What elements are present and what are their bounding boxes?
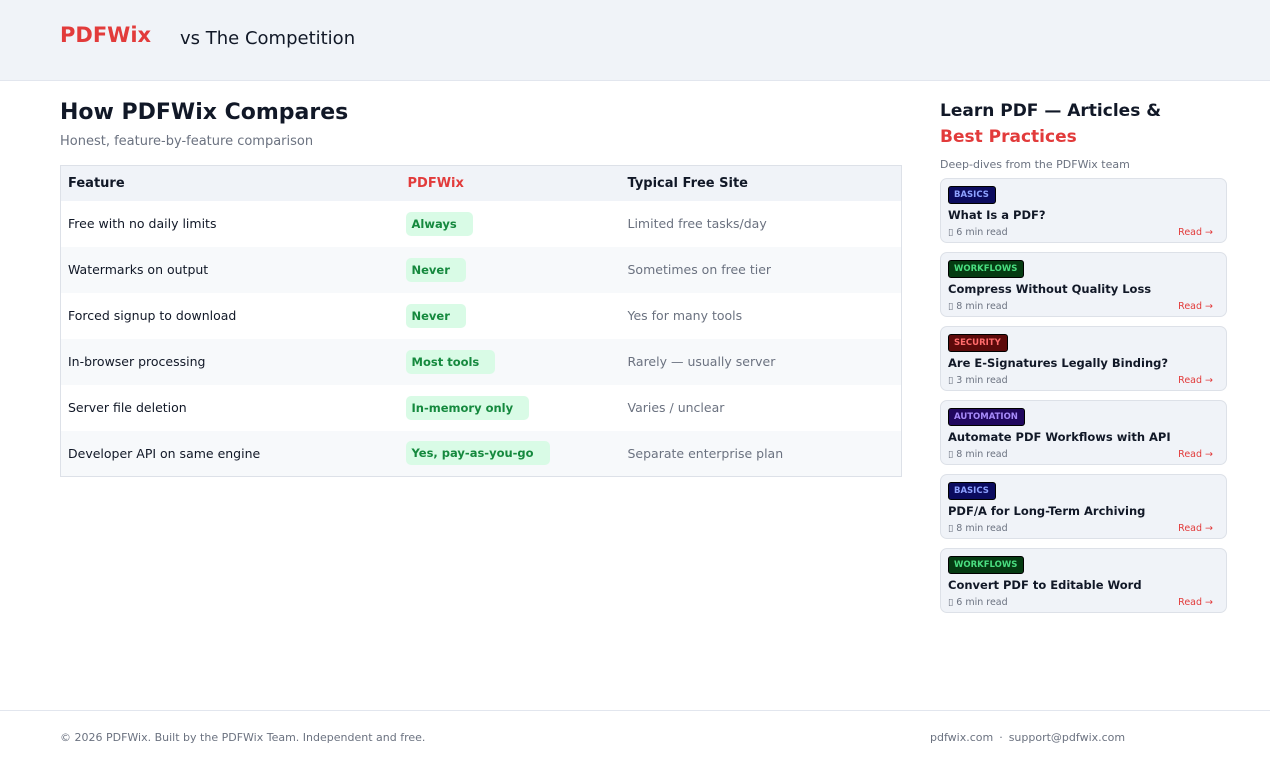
pdfwix-value-badge: In-memory only (405, 395, 530, 420)
clock-icon: ▯ (948, 375, 954, 386)
article-read-time: ▯ 3 min read (948, 375, 1008, 386)
article-read-time: ▯ 8 min read (948, 449, 1008, 460)
pdfwix-cell: Always (401, 201, 621, 247)
typical-site-cell: Varies / unclear (627, 400, 725, 415)
logo-link[interactable]: PDFWix (60, 23, 152, 47)
table-row: Server file deletion In-memory only Varies… (61, 385, 902, 431)
feature-cell: Developer API on same engine (60, 430, 401, 477)
read-time-text: 8 min read (956, 301, 1008, 312)
column-header-pdfwix: PDFWix (400, 165, 621, 201)
article-category-tag: WORKFLOWS (948, 260, 1025, 278)
article-title[interactable]: What Is a PDF? (948, 208, 1046, 222)
article-category-tag: AUTOMATION (948, 408, 1025, 426)
article-card[interactable]: SECURITY Are E-Signatures Legally Binding… (940, 326, 1227, 391)
column-header-feature: Feature (60, 165, 401, 201)
pdfwix-cell: Most tools (400, 338, 621, 385)
article-card[interactable]: WORKFLOWS Compress Without Quality Loss ▯ … (940, 252, 1227, 317)
feature-cell: Server file deletion (68, 400, 187, 415)
article-title[interactable]: Compress Without Quality Loss (948, 282, 1152, 296)
sidebar-subtitle: Deep-dives from the PDFWix team (940, 158, 1130, 171)
typical-site-cell: Yes for many tools (627, 308, 743, 323)
header-subtitle: vs The Competition (180, 28, 356, 49)
site-footer: © 2026 PDFWix. Built by the PDFWix Team.… (0, 710, 1270, 760)
sidebar-title: Learn PDF — Articles & Best Practices (940, 98, 1227, 150)
footer-links: pdfwix.com · support@pdfwix.com (930, 731, 1125, 744)
clock-icon: ▯ (948, 597, 954, 608)
article-read-time: ▯ 8 min read (948, 523, 1008, 534)
pdfwix-cell: Yes, pay-as-you-go (400, 430, 621, 477)
support-email-link[interactable]: support@pdfwix.com (1008, 731, 1126, 744)
typical-site-cell: Sometimes on free tier (620, 246, 902, 293)
read-time-text: 3 min read (956, 375, 1008, 386)
read-time-text: 8 min read (956, 449, 1008, 460)
sidebar-title-main: Learn PDF — Articles & (940, 101, 1162, 121)
article-card[interactable]: AUTOMATION Automate PDF Workflows with AP… (940, 400, 1227, 465)
pdfwix-value-badge: Yes, pay-as-you-go (405, 441, 550, 466)
footer-separator: · (999, 731, 1003, 744)
copyright-text: © 2026 PDFWix. Built by the PDFWix Team.… (60, 731, 426, 744)
article-category-tag: BASICS (948, 186, 996, 204)
clock-icon: ▯ (948, 301, 954, 312)
article-card[interactable]: WORKFLOWS Convert PDF to Editable Word ▯ 6… (940, 548, 1227, 613)
read-time-text: 8 min read (956, 523, 1008, 534)
pdfwix-cell: Never (400, 246, 621, 293)
read-article-link[interactable]: Read → (1178, 301, 1213, 312)
clock-icon: ▯ (948, 449, 954, 460)
article-card[interactable]: BASICS What Is a PDF? ▯ 6 min read Read → (940, 178, 1227, 243)
read-time-text: 6 min read (956, 227, 1008, 238)
read-time-text: 6 min read (956, 597, 1008, 608)
pdfwix-value-badge: Never (405, 303, 466, 328)
table-body: Free with no daily limits Always Limited f… (60, 201, 902, 477)
feature-cell: Watermarks on output (60, 246, 401, 293)
pdfwix-value-badge: Most tools (405, 349, 496, 374)
article-category-tag: BASICS (948, 482, 996, 500)
read-article-link[interactable]: Read → (1178, 597, 1213, 608)
table-row: Forced signup to download Never Yes for ma… (61, 293, 902, 339)
website-link[interactable]: pdfwix.com (930, 731, 994, 744)
clock-icon: ▯ (948, 227, 954, 238)
comparison-table: Feature PDFWix Typical Free Site Free wi… (60, 165, 902, 477)
article-category-tag: WORKFLOWS (948, 556, 1025, 574)
article-read-time: ▯ 6 min read (948, 597, 1008, 608)
pdfwix-value-badge: Always (405, 211, 473, 236)
table-row: In-browser processing Most tools Rarely — … (60, 338, 902, 385)
article-title[interactable]: PDF/A for Long-Term Archiving (948, 504, 1146, 518)
article-read-time: ▯ 6 min read (948, 227, 1008, 238)
pdfwix-cell: In-memory only (401, 385, 621, 431)
site-header: PDFWix vs The Competition (0, 0, 1270, 81)
feature-cell: Forced signup to download (68, 308, 237, 323)
typical-site-cell: Limited free tasks/day (627, 216, 767, 231)
typical-site-cell: Rarely — usually server (620, 338, 902, 385)
pdfwix-value-badge: Never (405, 257, 466, 282)
table-header-row: Feature PDFWix Typical Free Site (60, 165, 902, 201)
article-card[interactable]: BASICS PDF/A for Long-Term Archiving ▯ 8 m… (940, 474, 1227, 539)
article-title[interactable]: Are E-Signatures Legally Binding? (948, 356, 1169, 370)
feature-cell: In-browser processing (60, 338, 401, 385)
page-subtitle: Honest, feature-by-feature comparison (60, 134, 314, 149)
articles-sidebar: Learn PDF — Articles & Best Practices De… (940, 98, 1227, 613)
column-header-typical: Typical Free Site (620, 165, 902, 201)
read-article-link[interactable]: Read → (1178, 375, 1213, 386)
article-title[interactable]: Convert PDF to Editable Word (948, 578, 1142, 592)
clock-icon: ▯ (948, 523, 954, 534)
page-title: How PDFWix Compares (60, 100, 349, 125)
read-article-link[interactable]: Read → (1178, 227, 1213, 238)
table-row: Developer API on same engine Yes, pay-as-… (60, 430, 902, 477)
pdfwix-cell: Never (401, 293, 621, 339)
table-row: Watermarks on output Never Sometimes on fr… (60, 246, 902, 293)
article-title[interactable]: Automate PDF Workflows with API (948, 430, 1171, 444)
sidebar-title-accent: Best Practices (940, 127, 1077, 147)
table-row: Free with no daily limits Always Limited f… (61, 201, 902, 247)
article-category-tag: SECURITY (948, 334, 1008, 352)
article-read-time: ▯ 8 min read (948, 301, 1008, 312)
read-article-link[interactable]: Read → (1178, 523, 1213, 534)
feature-cell: Free with no daily limits (68, 216, 217, 231)
read-article-link[interactable]: Read → (1178, 449, 1213, 460)
typical-site-cell: Separate enterprise plan (620, 430, 902, 477)
comparison-section: How PDFWix Compares Honest, feature-by-f… (60, 100, 902, 477)
article-card-list: BASICS What Is a PDF? ▯ 6 min read Read → WO… (940, 178, 1227, 622)
